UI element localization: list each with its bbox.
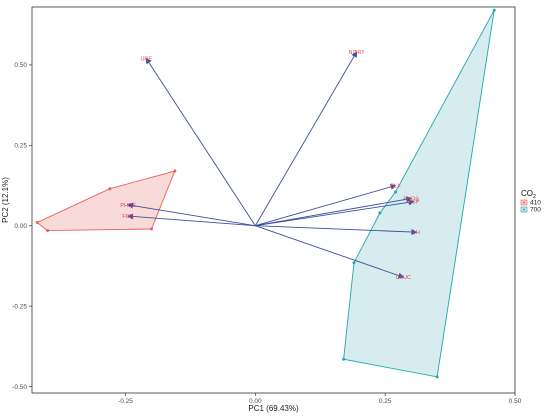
- x-tick-label-3: 0.50: [509, 398, 522, 405]
- hull-point-410-0: [35, 221, 39, 225]
- legend-title-main: CO: [521, 189, 533, 198]
- y-tick-label-4: 0.50: [14, 62, 27, 69]
- hull-point-700-0: [492, 8, 496, 12]
- loading-arrow-acp-6: [255, 199, 415, 227]
- x-axis-title: PC1 (69.43%): [248, 404, 299, 413]
- loading-label-blx-4: BLX: [390, 184, 401, 190]
- y-tick-label-0: -0.50: [12, 384, 27, 391]
- y-tick-label-1: -0.25: [12, 303, 27, 310]
- loading-arrow-phos-5: [255, 196, 413, 227]
- hull-point-700-5: [394, 190, 398, 194]
- loading-label-gluc-8: GLUC: [396, 275, 411, 281]
- x-tick-label-1: 0.00: [249, 398, 262, 405]
- legend-key-dot-410: [523, 201, 525, 204]
- legend-label-700: 700: [530, 206, 541, 213]
- loading-label-fos-3: FOS: [122, 214, 134, 220]
- hull-point-700-4: [378, 211, 382, 215]
- y-tick-label-3: 0.25: [14, 143, 27, 150]
- hull-point-410-1: [46, 229, 50, 233]
- hull-point-700-3: [352, 261, 356, 265]
- legend-title: CO2: [521, 189, 536, 200]
- y-tick-label-2: 0.00: [14, 223, 27, 230]
- loading-label-ure-0: URE: [140, 56, 152, 62]
- loading-label-phos-5: PHOS: [403, 196, 419, 202]
- x-tick-label-0: -0.25: [118, 398, 133, 405]
- loading-arrows: [127, 51, 418, 279]
- loading-arrow-blx-4: [255, 184, 397, 227]
- loading-arrow-nitrt-1: [254, 51, 358, 226]
- loading-arrow-fos-3: [127, 213, 256, 227]
- loading-label-nitrt-1: NITRT: [349, 50, 366, 56]
- y-axis-title: PC2 (12.1%): [1, 177, 10, 223]
- hull-point-410-2: [149, 227, 153, 231]
- legend-title-subscript: 2: [533, 194, 536, 200]
- group-hulls: [35, 8, 496, 379]
- loading-arrow-gluc-8: [255, 225, 405, 279]
- legend-label-410: 410: [530, 199, 541, 206]
- hull-point-700-1: [435, 375, 439, 379]
- x-tick-label-2: 0.25: [379, 398, 392, 405]
- loading-label-phos-2: PHOS: [120, 203, 136, 209]
- loading-arrow-ph-7: [255, 225, 418, 235]
- hull-point-700-2: [342, 357, 346, 361]
- legend-key-dot-700: [523, 208, 525, 211]
- y-axis: -0.50 -0.25 0.00 0.25 0.50: [12, 62, 32, 391]
- loading-arrow-phos-2: [127, 202, 256, 227]
- hull-point-410-4: [108, 187, 112, 191]
- loading-label-ph-7: pH: [413, 230, 420, 236]
- x-axis: -0.25 0.00 0.25 0.50: [118, 393, 522, 405]
- loading-arrow-ure-0: [145, 57, 256, 226]
- hull-point-410-3: [173, 169, 177, 173]
- loading-label-acp-6: ACP: [408, 200, 420, 206]
- hull-group-410: [36, 170, 176, 232]
